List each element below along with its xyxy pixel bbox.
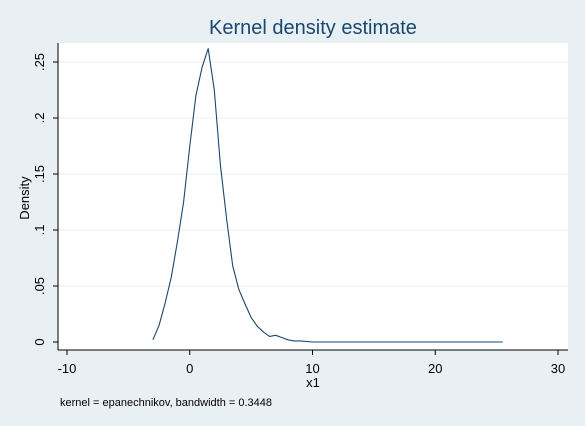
y-tick-label: .15	[32, 165, 47, 183]
density-line	[152, 48, 503, 343]
chart-note: kernel = epanechnikov, bandwidth = 0.344…	[60, 397, 272, 409]
plot-area	[58, 43, 568, 350]
x-tick-label: 0	[186, 361, 193, 376]
x-tick-label: 30	[551, 361, 565, 376]
y-tick-label: .25	[32, 53, 47, 71]
x-tick-label: 10	[305, 361, 319, 376]
y-tick-label: .05	[32, 277, 47, 295]
grid-layer	[58, 61, 568, 287]
series-layer	[152, 48, 503, 343]
x-tick-label: 20	[428, 361, 442, 376]
tick-layer: 0 .05 .1 .15 .2 .25 -10 0 10 20 30	[32, 53, 565, 376]
y-axis-title: Density	[17, 176, 32, 220]
x-tick-label: -10	[58, 361, 77, 376]
chart-title: Kernel density estimate	[209, 17, 417, 39]
y-tick-label: .2	[32, 113, 47, 124]
y-tick-label: 0	[32, 338, 47, 345]
y-tick-label: .1	[32, 225, 47, 236]
x-axis-title: x1	[306, 375, 320, 390]
